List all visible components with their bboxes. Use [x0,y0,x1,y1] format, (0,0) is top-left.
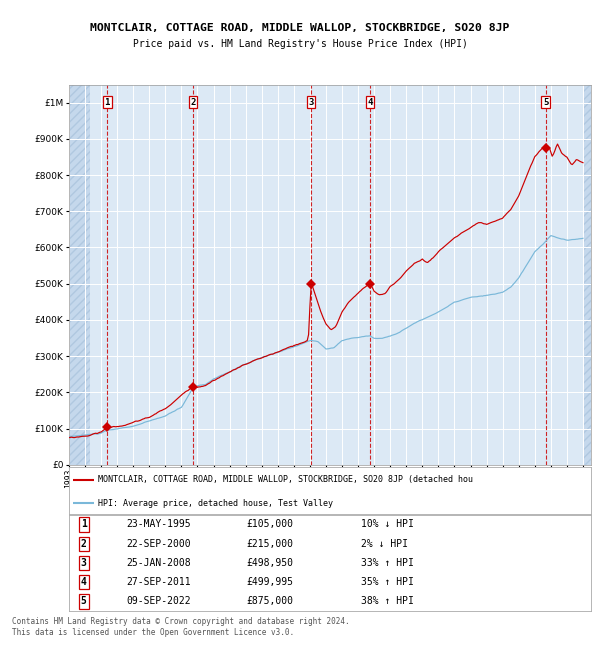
Text: Price paid vs. HM Land Registry's House Price Index (HPI): Price paid vs. HM Land Registry's House … [133,39,467,49]
Text: 23-MAY-1995: 23-MAY-1995 [127,519,191,529]
Text: 2: 2 [80,539,86,549]
Text: £215,000: £215,000 [247,539,293,549]
Bar [69,84,90,465]
Text: 5: 5 [543,98,548,107]
Text: 3: 3 [308,98,314,107]
Text: MONTCLAIR, COTTAGE ROAD, MIDDLE WALLOP, STOCKBRIDGE, SO20 8JP (detached hou: MONTCLAIR, COTTAGE ROAD, MIDDLE WALLOP, … [98,475,473,484]
Text: Contains HM Land Registry data © Crown copyright and database right 2024.
This d: Contains HM Land Registry data © Crown c… [12,618,350,637]
Text: 33% ↑ HPI: 33% ↑ HPI [361,558,414,568]
Text: 22-SEP-2000: 22-SEP-2000 [127,539,191,549]
Text: 25-JAN-2008: 25-JAN-2008 [127,558,191,568]
Text: £499,995: £499,995 [247,577,293,587]
Text: 38% ↑ HPI: 38% ↑ HPI [361,597,414,606]
Text: 4: 4 [80,577,86,587]
Text: 1: 1 [80,519,86,529]
Text: MONTCLAIR, COTTAGE ROAD, MIDDLE WALLOP, STOCKBRIDGE, SO20 8JP: MONTCLAIR, COTTAGE ROAD, MIDDLE WALLOP, … [91,23,509,33]
Text: 09-SEP-2022: 09-SEP-2022 [127,597,191,606]
Text: £875,000: £875,000 [247,597,293,606]
Text: 35% ↑ HPI: 35% ↑ HPI [361,577,414,587]
Text: 5: 5 [80,597,86,606]
Text: 27-SEP-2011: 27-SEP-2011 [127,577,191,587]
Text: 1: 1 [104,98,110,107]
Text: 2: 2 [190,98,196,107]
Text: 3: 3 [80,558,86,568]
Bar [583,84,591,465]
Text: 10% ↓ HPI: 10% ↓ HPI [361,519,414,529]
Text: £105,000: £105,000 [247,519,293,529]
Text: 4: 4 [367,98,373,107]
Text: 2% ↓ HPI: 2% ↓ HPI [361,539,409,549]
Text: £498,950: £498,950 [247,558,293,568]
Text: HPI: Average price, detached house, Test Valley: HPI: Average price, detached house, Test… [98,499,333,508]
